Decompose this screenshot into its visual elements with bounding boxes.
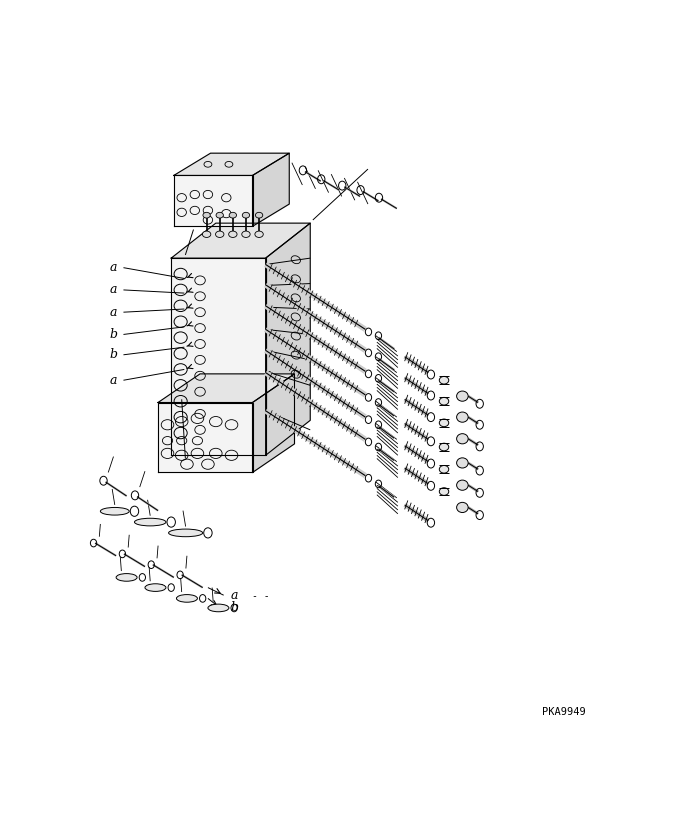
Ellipse shape: [456, 434, 468, 444]
Text: a: a: [110, 261, 117, 274]
Ellipse shape: [100, 507, 129, 515]
Ellipse shape: [456, 458, 468, 468]
Text: a: a: [110, 306, 117, 319]
Ellipse shape: [208, 604, 229, 612]
Text: b: b: [109, 328, 117, 341]
Ellipse shape: [439, 377, 449, 384]
Polygon shape: [158, 374, 294, 402]
Polygon shape: [174, 175, 253, 226]
Ellipse shape: [116, 573, 137, 582]
Ellipse shape: [203, 212, 211, 218]
Ellipse shape: [135, 518, 166, 526]
Ellipse shape: [255, 212, 263, 218]
Polygon shape: [265, 223, 310, 455]
Ellipse shape: [439, 397, 449, 405]
Polygon shape: [253, 374, 294, 472]
Ellipse shape: [255, 231, 263, 237]
Text: a: a: [110, 373, 117, 387]
Ellipse shape: [456, 502, 468, 512]
Ellipse shape: [456, 391, 468, 401]
Ellipse shape: [229, 231, 237, 237]
Text: - -: - -: [252, 591, 269, 601]
Text: b: b: [230, 601, 238, 615]
Ellipse shape: [230, 212, 236, 218]
Text: a: a: [110, 283, 117, 297]
Ellipse shape: [216, 212, 223, 218]
Ellipse shape: [439, 466, 449, 473]
Polygon shape: [174, 153, 289, 175]
Ellipse shape: [439, 419, 449, 427]
Polygon shape: [158, 402, 253, 472]
Ellipse shape: [439, 444, 449, 451]
Ellipse shape: [439, 487, 449, 496]
Ellipse shape: [169, 529, 202, 537]
Ellipse shape: [202, 231, 211, 237]
Polygon shape: [253, 153, 289, 226]
Ellipse shape: [242, 212, 250, 218]
Ellipse shape: [242, 231, 250, 237]
Polygon shape: [171, 258, 265, 455]
Polygon shape: [171, 223, 310, 258]
Text: b: b: [109, 349, 117, 361]
Text: - -: - -: [147, 579, 165, 590]
Ellipse shape: [215, 231, 224, 237]
Ellipse shape: [456, 412, 468, 422]
Ellipse shape: [145, 584, 166, 591]
Text: PKA9949: PKA9949: [542, 707, 586, 717]
Text: a: a: [230, 589, 238, 601]
Ellipse shape: [177, 595, 198, 602]
Ellipse shape: [456, 480, 468, 491]
